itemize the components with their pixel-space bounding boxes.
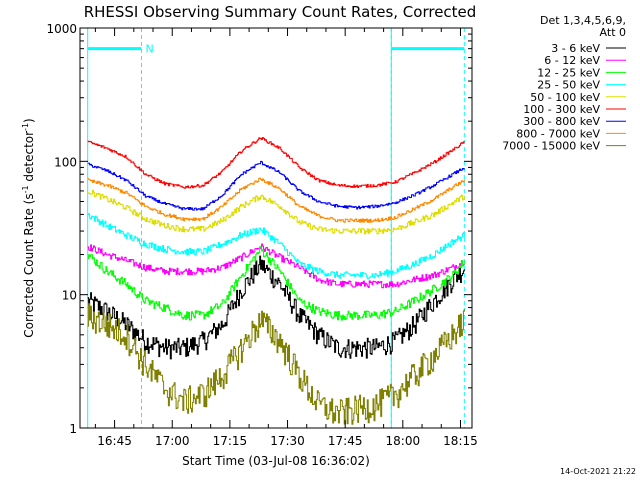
- legend-label: 300 - 800 keV: [523, 115, 600, 128]
- legend-header-line1: Det 1,3,4,5,6,9,: [540, 14, 626, 27]
- legend-label: 100 - 300 keV: [523, 103, 600, 116]
- y-axis-label-sup2: -1: [21, 123, 30, 131]
- legend-label: 800 - 7000 keV: [516, 127, 600, 140]
- y-tick-label: 1000: [46, 22, 77, 36]
- y-axis-label: Corrected Count Rate (s-1 detector-1): [21, 118, 36, 337]
- series-line: [87, 255, 465, 360]
- legend-label: 3 - 6 keV: [551, 42, 600, 55]
- legend-label: 50 - 100 keV: [530, 91, 600, 104]
- series-line: [87, 160, 465, 211]
- x-tick-label: 17:00: [155, 434, 190, 448]
- series-line: [87, 189, 465, 235]
- y-axis-label-main: Corrected Count Rate (s: [22, 193, 36, 337]
- legend-label: 7000 - 15000 keV: [502, 140, 600, 153]
- x-axis-label: Start Time (03-Jul-08 16:36:02): [182, 454, 370, 468]
- plot-frame: [79, 27, 473, 429]
- y-axis-label-mid: detector: [22, 131, 36, 186]
- x-tick-label: 17:30: [270, 434, 305, 448]
- legend-label: 12 - 25 keV: [537, 66, 600, 79]
- y-tick-label: 100: [54, 155, 77, 169]
- x-tick-label: 18:15: [443, 434, 478, 448]
- series-line: [87, 213, 465, 280]
- legend-label: 6 - 12 keV: [544, 54, 600, 67]
- y-axis-label-sup1: -1: [21, 185, 30, 193]
- y-tick-label: 1: [69, 422, 77, 436]
- series-line: [87, 243, 465, 289]
- date-stamp: 14-Oct-2021 21:22: [560, 467, 636, 476]
- x-tick-label: 17:15: [213, 434, 248, 448]
- legend-label: 25 - 50 keV: [537, 79, 600, 92]
- x-tick-label: 18:00: [386, 434, 421, 448]
- x-tick-label: 17:45: [328, 434, 363, 448]
- series-line: [87, 137, 465, 189]
- x-tick-label: 16:45: [97, 434, 132, 448]
- series-layer: [87, 137, 465, 425]
- y-axis-label-end: ): [22, 118, 36, 123]
- series-line: [87, 246, 465, 321]
- series-line: [87, 303, 465, 425]
- y-tick-label: 10: [62, 289, 77, 303]
- legend-header-line2: Att 0: [600, 26, 626, 39]
- flag-label: N: [145, 43, 153, 56]
- series-line: [87, 177, 465, 223]
- flag-layer: N: [87, 28, 465, 428]
- chart-title: RHESSI Observing Summary Count Rates, Co…: [84, 3, 477, 21]
- axis-ticks: 16:45 17:00 17:15 17:30 17:45 18:00 18:15 1 10 10…: [46, 22, 477, 448]
